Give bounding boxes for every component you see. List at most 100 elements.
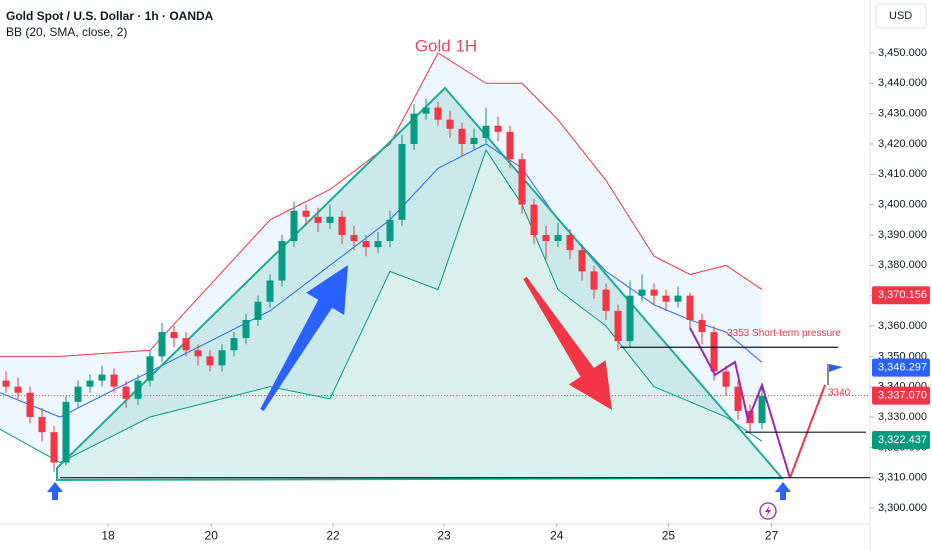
candle-body	[458, 128, 466, 144]
candle-body	[434, 107, 442, 120]
candle-body	[578, 250, 586, 272]
candle-body	[686, 295, 694, 320]
y-tick-label: 3,380.000	[878, 259, 927, 271]
y-tick-label: 3,310.000	[878, 472, 927, 484]
x-tick-label: 27	[765, 528, 779, 542]
price-tag-label: 3,370.156	[878, 289, 927, 301]
candle-body	[506, 131, 514, 160]
annotation: Gold 1H	[415, 36, 477, 55]
candle-body	[398, 143, 406, 220]
candle-body	[374, 241, 382, 248]
candle-body	[710, 332, 718, 372]
x-tick-label: 22	[326, 528, 340, 542]
y-tick-label: 3,300.000	[878, 502, 927, 514]
candle-body	[314, 216, 322, 223]
candle-body	[302, 210, 310, 217]
price-tag	[872, 386, 930, 405]
candle-body	[650, 289, 658, 296]
candle-body	[158, 332, 166, 357]
candle-layer	[2, 98, 766, 472]
candle-body	[2, 380, 10, 387]
candle-body	[74, 386, 82, 402]
candle-body	[662, 295, 670, 302]
projection-path	[789, 384, 826, 479]
candle-body	[278, 241, 286, 281]
candle-body	[290, 210, 298, 242]
up-arrow	[260, 265, 348, 411]
candle-body	[38, 417, 46, 433]
price-tag	[872, 358, 930, 377]
candle-body	[326, 216, 334, 223]
candle-body	[518, 159, 526, 205]
price-tag	[872, 286, 930, 305]
candle-body	[62, 401, 70, 463]
candle-body	[266, 280, 274, 302]
candle-body	[362, 241, 370, 248]
candle-body	[674, 295, 682, 302]
candle-body	[110, 374, 118, 387]
candle-body	[242, 319, 250, 339]
currency-box[interactable]	[875, 3, 927, 29]
price-tag-label: 3,322.437	[878, 434, 927, 446]
candle-body	[554, 234, 562, 242]
candle-body	[182, 338, 190, 351]
y-tick-label: 3,330.000	[878, 411, 927, 423]
candle-body	[698, 319, 706, 333]
candle-body	[254, 301, 262, 320]
x-tick-label: 23	[437, 528, 451, 542]
flag	[829, 364, 843, 372]
level-label: 3353 Short-term pressure	[727, 328, 841, 339]
candle-body	[626, 295, 634, 342]
marker-arrow	[47, 482, 63, 500]
candle-body	[734, 386, 742, 411]
price-tag-label: 3,337.070	[878, 389, 927, 401]
candle-body	[50, 432, 58, 463]
candle-body	[482, 125, 490, 138]
candle-body	[470, 137, 478, 144]
band-line	[0, 52, 763, 357]
candle-body	[338, 216, 346, 235]
candle-body	[350, 234, 358, 242]
candle-body	[410, 113, 418, 144]
candle-body	[602, 289, 610, 311]
band-fill	[0, 52, 762, 463]
y-tick-label: 3,400.000	[878, 199, 927, 211]
x-tick-label: 25	[662, 528, 676, 542]
candle-body	[386, 219, 394, 242]
candle-body	[218, 350, 226, 366]
marker-arrow	[775, 482, 791, 500]
y-tick-label: 3,390.000	[878, 229, 927, 241]
candle-body	[14, 386, 22, 393]
currency[interactable]: USD	[889, 10, 912, 22]
candle-body	[422, 107, 430, 114]
price-tag-label: 3,346.297	[878, 361, 927, 373]
candle-body	[170, 332, 178, 339]
down-arrow	[523, 276, 612, 410]
candle-body	[122, 386, 130, 399]
event-icon	[759, 502, 777, 520]
candle-body	[98, 374, 106, 381]
candle-body	[146, 356, 154, 381]
projection-path	[689, 327, 791, 479]
candle-body	[206, 356, 214, 366]
target-label: 3340	[828, 388, 851, 399]
candle-body	[722, 371, 730, 387]
y-tick-label: 3,410.000	[878, 168, 927, 180]
candle-body	[530, 204, 538, 235]
candle-body	[194, 350, 202, 357]
x-tick-label: 24	[550, 528, 564, 542]
y-tick-label: 3,360.000	[878, 320, 927, 332]
candle-body	[590, 271, 598, 290]
indicator-label: BB (20, SMA, close, 2)	[6, 25, 127, 39]
candle-body	[758, 395, 766, 424]
band-line	[0, 148, 763, 464]
candle-body	[446, 119, 454, 129]
x-tick-label: 20	[205, 528, 219, 542]
candle-body	[86, 380, 94, 387]
candle-body	[542, 234, 550, 242]
y-tick-label: 3,450.000	[878, 47, 927, 59]
y-tick-label: 3,420.000	[878, 138, 927, 150]
candle-body	[230, 338, 238, 351]
